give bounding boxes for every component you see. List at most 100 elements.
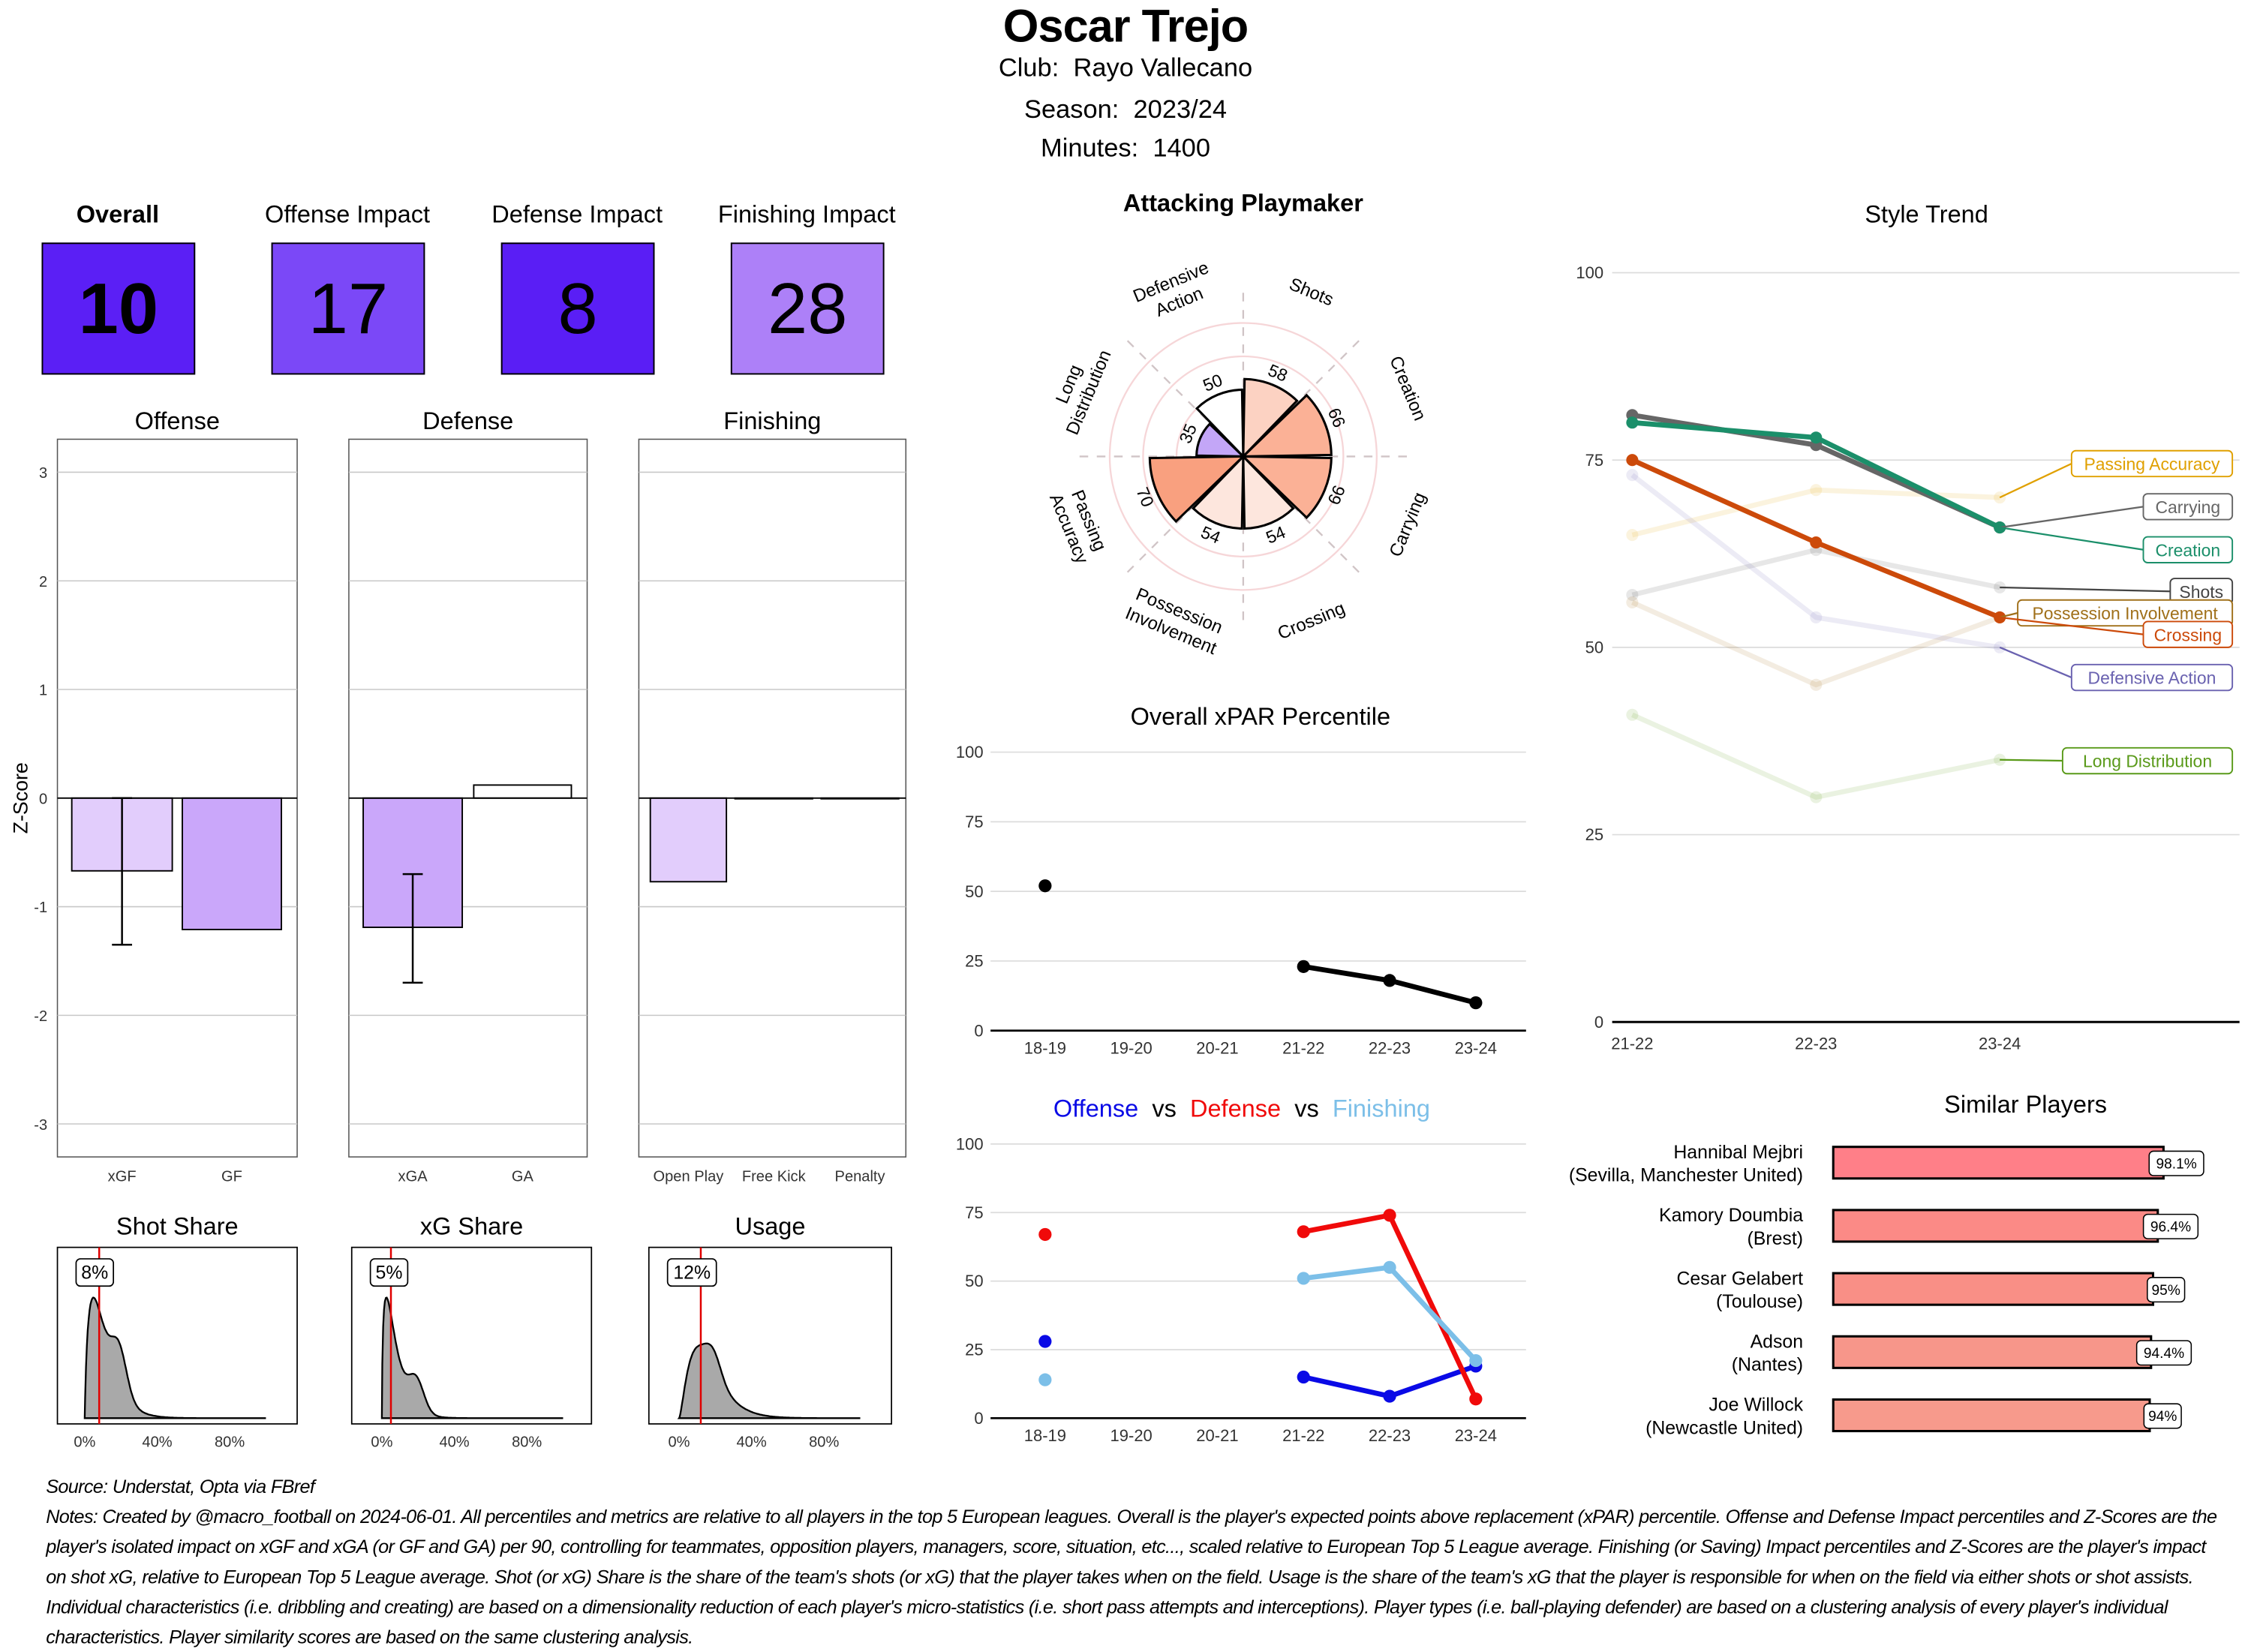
y-axis-label: Z-Score: [9, 762, 32, 834]
trend-point-creation: [1626, 416, 1639, 429]
y-tick-label: 50: [965, 1272, 983, 1290]
y-tick-label: 100: [956, 743, 984, 761]
x-tick-label: GA: [512, 1169, 534, 1185]
ovd-title-vs1: vs: [1152, 1095, 1177, 1123]
x-tick-label: 80%: [215, 1434, 245, 1451]
label-leader-creation: [2000, 526, 2144, 551]
x-tick-label: 23-24: [1979, 1035, 2021, 1053]
label-box-passing-accuracy: [2070, 449, 2234, 478]
similarity-label-box: [2148, 1150, 2204, 1176]
label-leader-long-distribution: [2000, 758, 2063, 762]
label-leader-passing-accuracy: [1999, 462, 2072, 499]
y-tick-label: 0: [39, 791, 47, 807]
y-tick-label: 0: [1594, 1013, 1603, 1032]
x-tick-label: 22-23: [1369, 1038, 1411, 1057]
polar-bar-passing-accuracy: [1148, 455, 1246, 524]
club-label: Club:: [998, 53, 1059, 83]
polar-ring: [1175, 389, 1312, 524]
polar-bar-possession-involvement: [1191, 453, 1245, 530]
x-tick-label: 23-24: [1455, 1426, 1497, 1445]
polar-value-label: 50: [1200, 370, 1225, 395]
similar-player-club: (Nantes): [1732, 1354, 1803, 1375]
style-trend-title: Style Trend: [1865, 200, 1988, 229]
x-tick-label: 80%: [512, 1434, 542, 1451]
polar-spoke: [1125, 455, 1244, 575]
similarity-bar: [1832, 1146, 2165, 1180]
trend-point-passing-accuracy: [1626, 529, 1639, 542]
y-tick-label: 1: [39, 683, 47, 699]
value-label: 5%: [376, 1263, 403, 1284]
density-panel-title: Usage: [735, 1212, 805, 1239]
trend-point-defensive-action: [1626, 469, 1639, 482]
club-value: Rayo Vallecano: [1073, 53, 1253, 83]
polar-value-label: 58: [1265, 360, 1291, 386]
x-tick-label: 22-23: [1369, 1426, 1411, 1445]
trend-point-crossing: [1810, 536, 1823, 549]
trend-line-defensive-action: [1630, 473, 2000, 650]
similarity-value: 94%: [2148, 1409, 2177, 1425]
zscore-bar-open-play: [649, 797, 728, 883]
value-label-box: [666, 1258, 717, 1287]
y-tick-label: 75: [1585, 451, 1603, 470]
trend-point-passing-accuracy: [1810, 484, 1823, 497]
polar-spoke: [1243, 455, 1362, 575]
y-tick-label: 25: [965, 1341, 983, 1359]
label-leader-shots: [2000, 586, 2171, 593]
polar-bar-shots: [1242, 377, 1299, 460]
similar-player-name: Cesar Gelabert: [1676, 1268, 1803, 1289]
finishing-impact-box: 28: [730, 242, 885, 375]
y-tick-label: 75: [965, 812, 983, 831]
y-tick-label: 50: [965, 882, 983, 901]
density-curve: [83, 1296, 266, 1419]
polar-bar-long-distribution: [1195, 422, 1246, 458]
polar-ring: [1142, 355, 1345, 558]
x-tick-label: 19-20: [1110, 1426, 1153, 1445]
series-label-possession-involvement: Possession Involvement: [2032, 604, 2218, 623]
y-tick-label: 50: [1585, 638, 1603, 657]
trend-line-passing-accuracy: [1631, 487, 2000, 538]
label-box-possession-involvement: [2017, 599, 2234, 627]
polar-bar-creation: [1240, 393, 1333, 458]
x-tick-label: 18-19: [1024, 1038, 1066, 1057]
polar-spoke: [1125, 338, 1244, 458]
similar-player-club: (Toulouse): [1716, 1291, 1803, 1312]
value-label: 8%: [81, 1263, 108, 1284]
x-tick-label: 20-21: [1196, 1426, 1238, 1445]
trend-point-defensive-action: [1810, 611, 1823, 623]
x-tick-label: 0%: [74, 1434, 95, 1451]
trend-point-possession-involvement: [1810, 678, 1823, 691]
x-tick-label: 40%: [142, 1434, 172, 1451]
similarity-label-box: [2147, 1277, 2186, 1303]
label-leader-possession-involvement: [1999, 611, 2018, 619]
trend-line-shots: [1631, 547, 2000, 598]
x-tick-label: 0%: [668, 1434, 690, 1451]
overall-score-box: 10: [41, 242, 196, 375]
finishing-impact-score: 28: [768, 268, 848, 349]
series-label-crossing: Crossing: [2154, 625, 2222, 644]
density-panel-title: xG Share: [420, 1212, 523, 1239]
x-tick-label: 19-20: [1110, 1038, 1153, 1057]
series-label-defensive-action: Defensive Action: [2088, 668, 2216, 688]
similar-player-name: Adson: [1751, 1332, 1804, 1353]
x-tick-label: Penalty: [835, 1169, 885, 1185]
zscore-panel-title: Offense: [135, 407, 220, 434]
polar-value-label: 35: [1175, 421, 1201, 446]
series-line-defense: [1303, 1212, 1478, 1401]
similar-player-name: Joe Willock: [1709, 1395, 1803, 1416]
x-tick-label: 0%: [371, 1434, 392, 1451]
y-tick-label: 100: [956, 1135, 984, 1154]
y-tick-label: 100: [1576, 263, 1603, 282]
label-box-creation: [2142, 536, 2234, 563]
data-point-offense: [1038, 1335, 1052, 1348]
trend-point-long-distribution: [1626, 708, 1639, 721]
y-tick-label: 0: [974, 1409, 983, 1428]
data-point-defense: [1038, 1227, 1052, 1242]
similarity-value: 96.4%: [2150, 1220, 2191, 1236]
value-label-box: [369, 1258, 409, 1287]
series-label-carrying: Carrying: [2155, 497, 2220, 517]
offense-impact-label: Offense Impact: [265, 200, 430, 229]
trend-point-shots: [1626, 588, 1639, 602]
similarity-value: 94.4%: [2144, 1346, 2184, 1362]
season-value: 2023/24: [1133, 95, 1228, 124]
polar-bar-defensive-action: [1195, 388, 1245, 460]
